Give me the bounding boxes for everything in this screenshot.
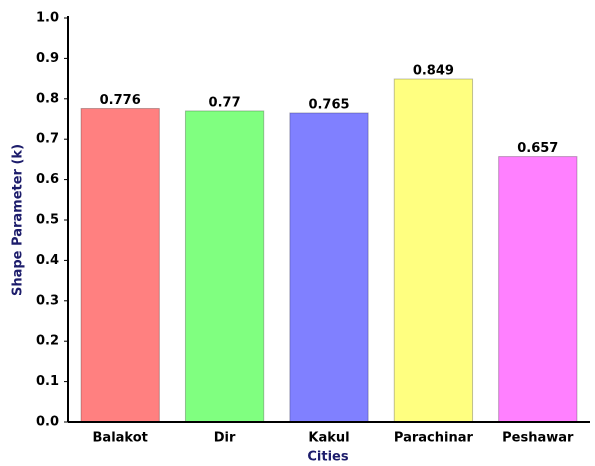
y-tick-label: 0.4 <box>36 253 59 268</box>
y-tick-label: 0.5 <box>36 213 59 228</box>
y-tick-label: 1.0 <box>36 11 59 26</box>
y-axis-title: Shape Parameter (k) <box>11 144 26 296</box>
bar <box>498 156 578 423</box>
y-tick-label: 0.6 <box>36 172 59 187</box>
bar <box>393 78 474 423</box>
y-tick-label: 0.1 <box>36 374 59 389</box>
value-label: 0.776 <box>100 93 141 108</box>
y-tick-label: 0.2 <box>36 334 59 349</box>
x-tick-label: Parachinar <box>394 431 474 446</box>
y-tick-label: 0.7 <box>36 132 59 147</box>
y-tick-label: 0.9 <box>36 51 59 66</box>
value-label: 0.765 <box>308 97 349 112</box>
value-label: 0.77 <box>209 95 241 110</box>
x-tick-label: Dir <box>214 431 236 446</box>
x-tick-label: Peshawar <box>502 431 574 446</box>
value-label: 0.657 <box>517 141 558 156</box>
value-label: 0.849 <box>413 64 454 79</box>
bar <box>80 107 160 423</box>
x-tick-label: Kakul <box>308 431 349 446</box>
x-axis-title: Cities <box>307 450 348 465</box>
y-tick-label: 0.0 <box>36 415 59 430</box>
x-tick-label: Balakot <box>93 431 148 446</box>
y-tick-label: 0.3 <box>36 293 59 308</box>
bar <box>289 112 369 423</box>
y-tick-label: 0.8 <box>36 91 59 106</box>
bar <box>184 110 265 423</box>
